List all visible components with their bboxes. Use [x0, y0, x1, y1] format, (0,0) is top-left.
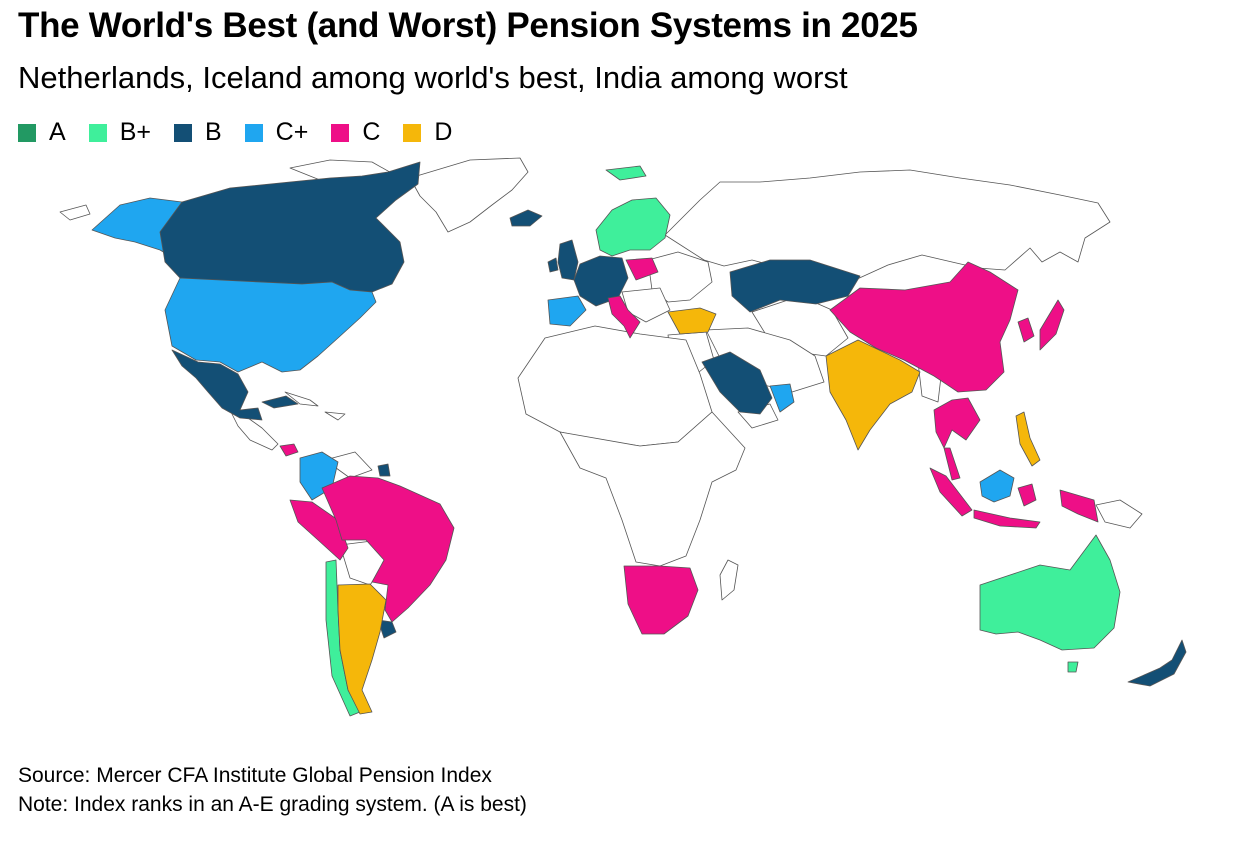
- country-svalbard-scandinavia-north: [605, 165, 647, 181]
- legend-label-b-plus: B+: [119, 118, 151, 146]
- legend-swatch-b: [173, 123, 192, 142]
- country-china: [829, 261, 1019, 393]
- world-map: [59, 157, 1187, 717]
- country-poland: [625, 257, 659, 281]
- country-borneo-malaysia: [979, 469, 1015, 503]
- rated-countries: [91, 161, 1187, 717]
- country-malaysia: [943, 447, 961, 481]
- chart-title: The World's Best (and Worst) Pension Sys…: [18, 6, 918, 45]
- legend-item-d: D: [403, 118, 452, 147]
- legend-swatch-a: [18, 123, 36, 142]
- legend: A B+ B C+ C D: [18, 118, 475, 147]
- legend-item-c: C: [331, 118, 380, 147]
- country-new-zealand: [1127, 639, 1187, 687]
- greenland: [409, 157, 529, 233]
- caribbean-islands: [284, 391, 346, 421]
- country-suriname: [377, 463, 391, 477]
- legend-item-c-plus: C+: [244, 118, 309, 147]
- country-uruguay: [377, 619, 397, 639]
- russia: [664, 169, 1111, 281]
- country-united-kingdom: [557, 239, 579, 281]
- legend-item-a: A: [18, 118, 66, 147]
- country-panama-costa-rica: [279, 443, 299, 457]
- country-argentina: [337, 583, 387, 715]
- country-korea: [1017, 317, 1035, 343]
- country-japan: [1039, 299, 1065, 351]
- country-australia: [979, 534, 1121, 651]
- country-italy: [607, 295, 641, 339]
- alaska-islands: [59, 204, 91, 221]
- country-india: [825, 339, 921, 451]
- country-canada: [159, 161, 421, 293]
- legend-label-c-plus: C+: [275, 118, 309, 146]
- madagascar: [719, 559, 739, 601]
- country-kazakhstan: [729, 259, 861, 313]
- country-scandinavia: [595, 197, 671, 257]
- country-indonesia-sumatra: [929, 467, 973, 517]
- legend-label-d: D: [434, 118, 453, 146]
- country-united-states: [164, 277, 377, 373]
- country-cuba: [261, 395, 299, 409]
- legend-item-b: B: [173, 118, 222, 147]
- unrated-land: [59, 157, 1143, 601]
- country-ireland: [547, 257, 559, 273]
- country-iceland: [509, 209, 543, 227]
- legend-swatch-d: [403, 123, 422, 142]
- legend-swatch-c: [331, 123, 350, 142]
- country-brazil: [321, 475, 455, 623]
- grading-note: Note: Index ranks in an A-E grading syst…: [18, 793, 527, 816]
- north-africa: [517, 325, 713, 447]
- legend-label-b: B: [204, 118, 222, 146]
- legend-swatch-c-plus: [244, 123, 263, 142]
- country-oman-uae: [769, 383, 795, 413]
- source-note: Source: Mercer CFA Institute Global Pens…: [18, 764, 492, 787]
- country-spain-portugal: [547, 295, 587, 327]
- legend-label-c: C: [362, 118, 381, 146]
- venezuela-guyana: [324, 451, 373, 479]
- central-america: [229, 409, 279, 451]
- legend-item-b-plus: B+: [88, 118, 151, 147]
- chart-subtitle: Netherlands, Iceland among world's best,…: [18, 60, 848, 95]
- central-africa: [559, 411, 746, 567]
- country-peru: [289, 499, 349, 561]
- country-thailand-vietnam: [933, 397, 981, 449]
- country-indonesia-islands: [973, 483, 1099, 529]
- country-saudi-arabia: [701, 351, 773, 415]
- legend-swatch-b-plus: [88, 123, 107, 142]
- country-south-africa: [623, 565, 699, 635]
- country-philippines: [1015, 411, 1041, 467]
- legend-label-a: A: [49, 118, 66, 146]
- country-turkey: [667, 307, 717, 335]
- country-tasmania: [1067, 661, 1079, 673]
- country-mexico: [171, 349, 263, 421]
- new-guinea: [1095, 499, 1143, 529]
